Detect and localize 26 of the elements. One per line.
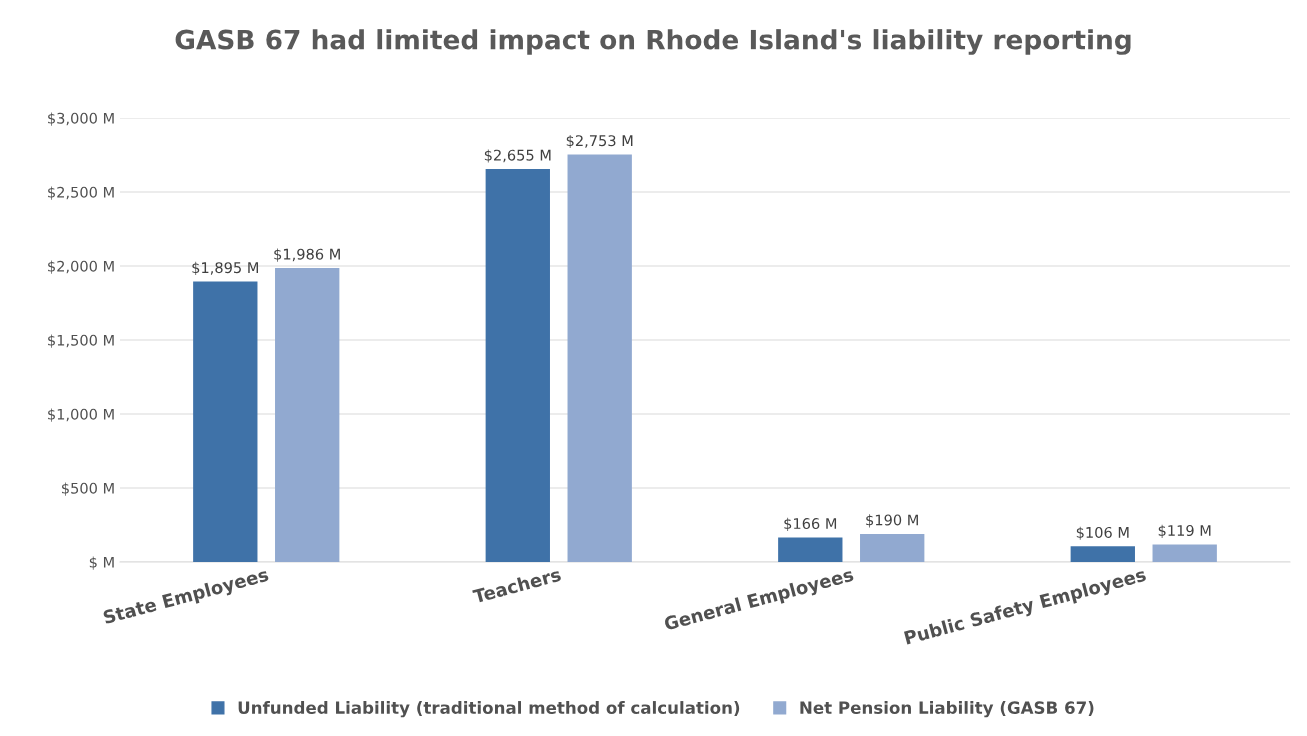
bar [1152, 544, 1217, 562]
data-label: $2,753 M [566, 134, 633, 149]
y-tick-label: $2,000 M [48, 260, 114, 274]
bar [193, 281, 258, 562]
chart-title: GASB 67 had limited impact on Rhode Island's liability reporting [175, 29, 1131, 55]
y-tick-label: $3,000 M [48, 112, 114, 126]
data-label: $106 M [1076, 526, 1129, 540]
y-tick-label: $1,000 M [48, 408, 114, 422]
y-tick-label: $1,500 M [48, 334, 114, 348]
bar [275, 268, 340, 562]
data-label: $119 M [1158, 524, 1211, 538]
bar [860, 533, 925, 562]
legend-label: Net Pension Liability (GASB 67) [800, 701, 1094, 718]
y-tick-label: $2,500 M [48, 186, 114, 200]
data-label: $166 M [784, 517, 837, 531]
y-tick-label: $500 M [62, 482, 114, 496]
data-label: $1,986 M [274, 248, 340, 262]
legend-label: Unfunded Liability (traditional method of calculation) [238, 701, 740, 718]
y-tick-label: $ M [89, 556, 114, 570]
bar [567, 154, 632, 562]
bar [1070, 546, 1135, 562]
bar [778, 537, 843, 562]
data-label: $190 M [866, 514, 918, 528]
data-label: $1,895 M [192, 261, 258, 276]
data-label: $2,655 M [484, 149, 551, 163]
bar [485, 169, 550, 562]
